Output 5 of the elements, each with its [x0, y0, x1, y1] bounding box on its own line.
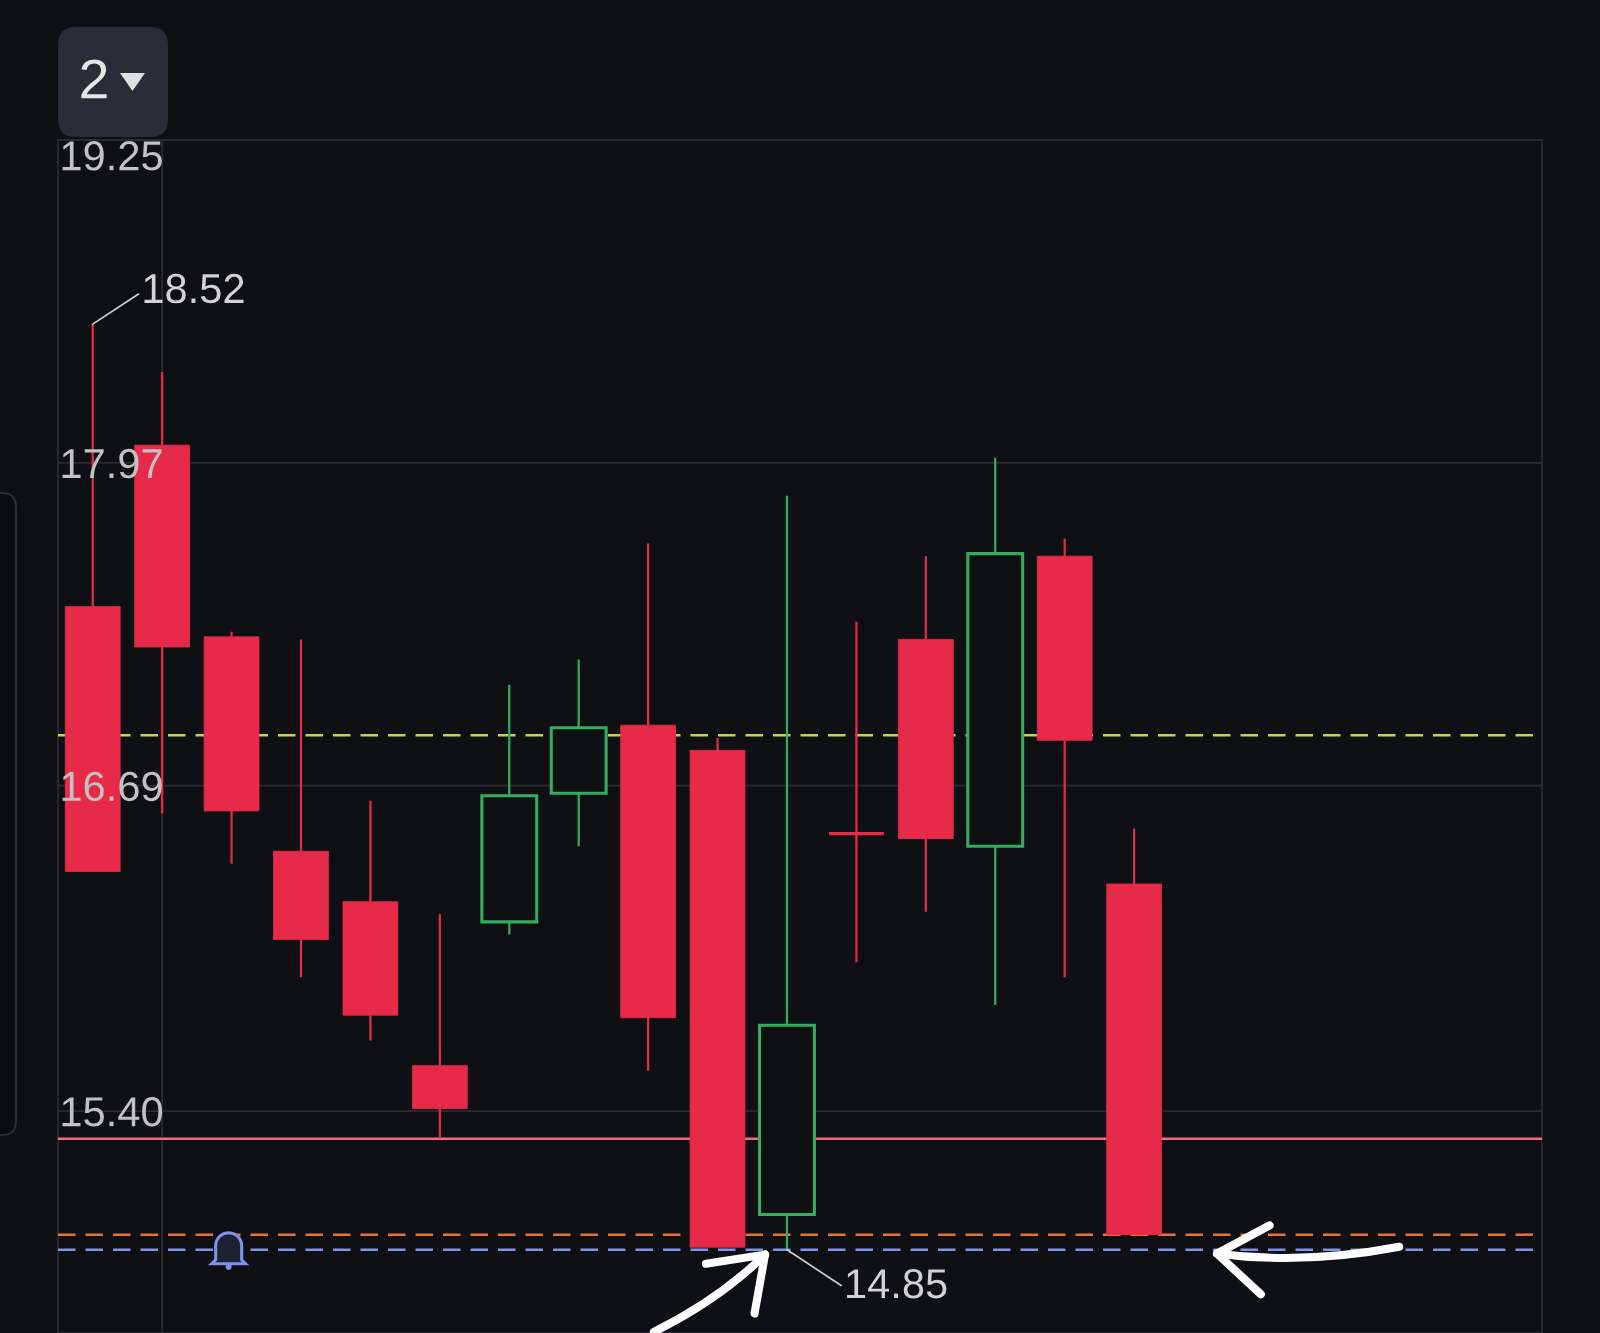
- annotation: 14.85: [847, 1268, 947, 1299]
- y-tick-label: 15.40: [62, 1097, 163, 1127]
- y-tick-label: 19.25: [62, 141, 162, 171]
- text: 2: [81, 59, 107, 99]
- annotation: 18.52: [144, 273, 244, 304]
